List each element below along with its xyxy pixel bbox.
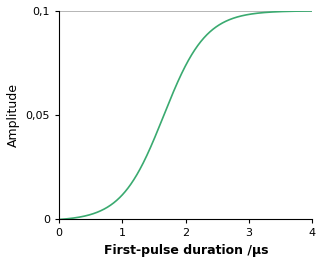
X-axis label: First-pulse duration /μs: First-pulse duration /μs bbox=[103, 244, 268, 257]
Y-axis label: Amplitude: Amplitude bbox=[7, 83, 20, 147]
